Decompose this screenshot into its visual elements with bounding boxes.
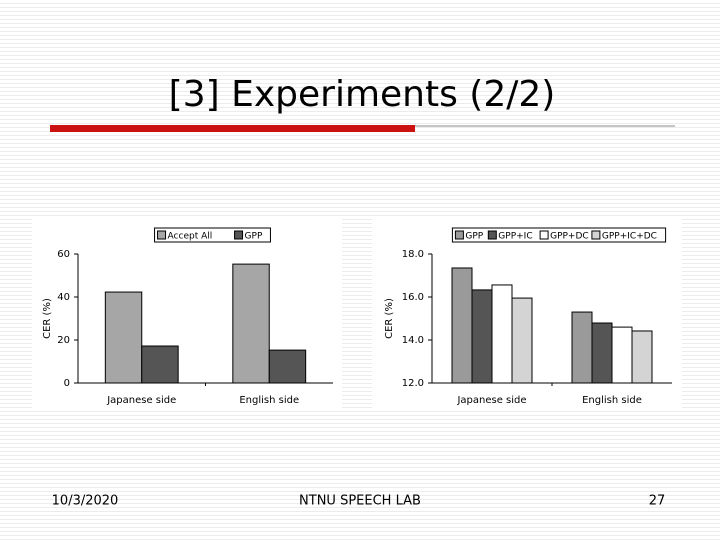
- legend-box: [451, 227, 667, 243]
- x-tick-label: Japanese side: [106, 395, 176, 406]
- bar: [571, 311, 593, 384]
- legend-label: GPP+DC: [550, 232, 589, 242]
- bar: [591, 322, 613, 384]
- bar: [491, 284, 513, 384]
- bar: [631, 330, 653, 384]
- y-tick-label: 0: [64, 378, 70, 389]
- y-tick-label: 16.0: [402, 292, 424, 303]
- y-tick-label: 18.0: [402, 249, 424, 260]
- slide-title: [3] Experiments (2/2): [169, 74, 556, 115]
- y-axis-label: CER (%): [384, 298, 395, 339]
- bar: [611, 326, 633, 384]
- legend-label: GPP+IC+DC: [602, 232, 657, 242]
- bar: [232, 263, 270, 384]
- legend-swatch: [591, 230, 601, 240]
- y-tick-label: 12.0: [402, 378, 424, 389]
- legend-label: GPP: [245, 232, 263, 242]
- y-axis-label: CER (%): [42, 298, 53, 339]
- y-tick-label: 40: [57, 292, 70, 303]
- x-tick-label: English side: [582, 395, 642, 406]
- legend-swatch: [487, 230, 497, 240]
- legend-swatch: [454, 230, 464, 240]
- legend-swatch: [539, 230, 549, 240]
- bar: [268, 349, 307, 384]
- x-tick-label: Japanese side: [456, 395, 526, 406]
- footer-date: 10/3/2020: [52, 494, 119, 509]
- y-tick-label: 20: [57, 335, 70, 346]
- title-rule: [50, 125, 415, 132]
- legend-label: GPP: [465, 232, 483, 242]
- legend-swatch: [234, 230, 244, 240]
- bar: [451, 267, 473, 384]
- bar: [511, 297, 533, 384]
- legend-label: GPP+IC: [498, 232, 532, 242]
- bar: [141, 345, 179, 384]
- footer-center: NTNU SPEECH LAB: [299, 494, 421, 509]
- x-tick-label: English side: [239, 395, 299, 406]
- legend-swatch: [157, 230, 167, 240]
- bar: [471, 289, 493, 384]
- y-tick-label: 60: [57, 249, 70, 260]
- footer-page: 27: [649, 494, 666, 509]
- y-tick-label: 14.0: [402, 335, 424, 346]
- bar: [104, 291, 143, 384]
- legend-label: Accept All: [168, 232, 213, 242]
